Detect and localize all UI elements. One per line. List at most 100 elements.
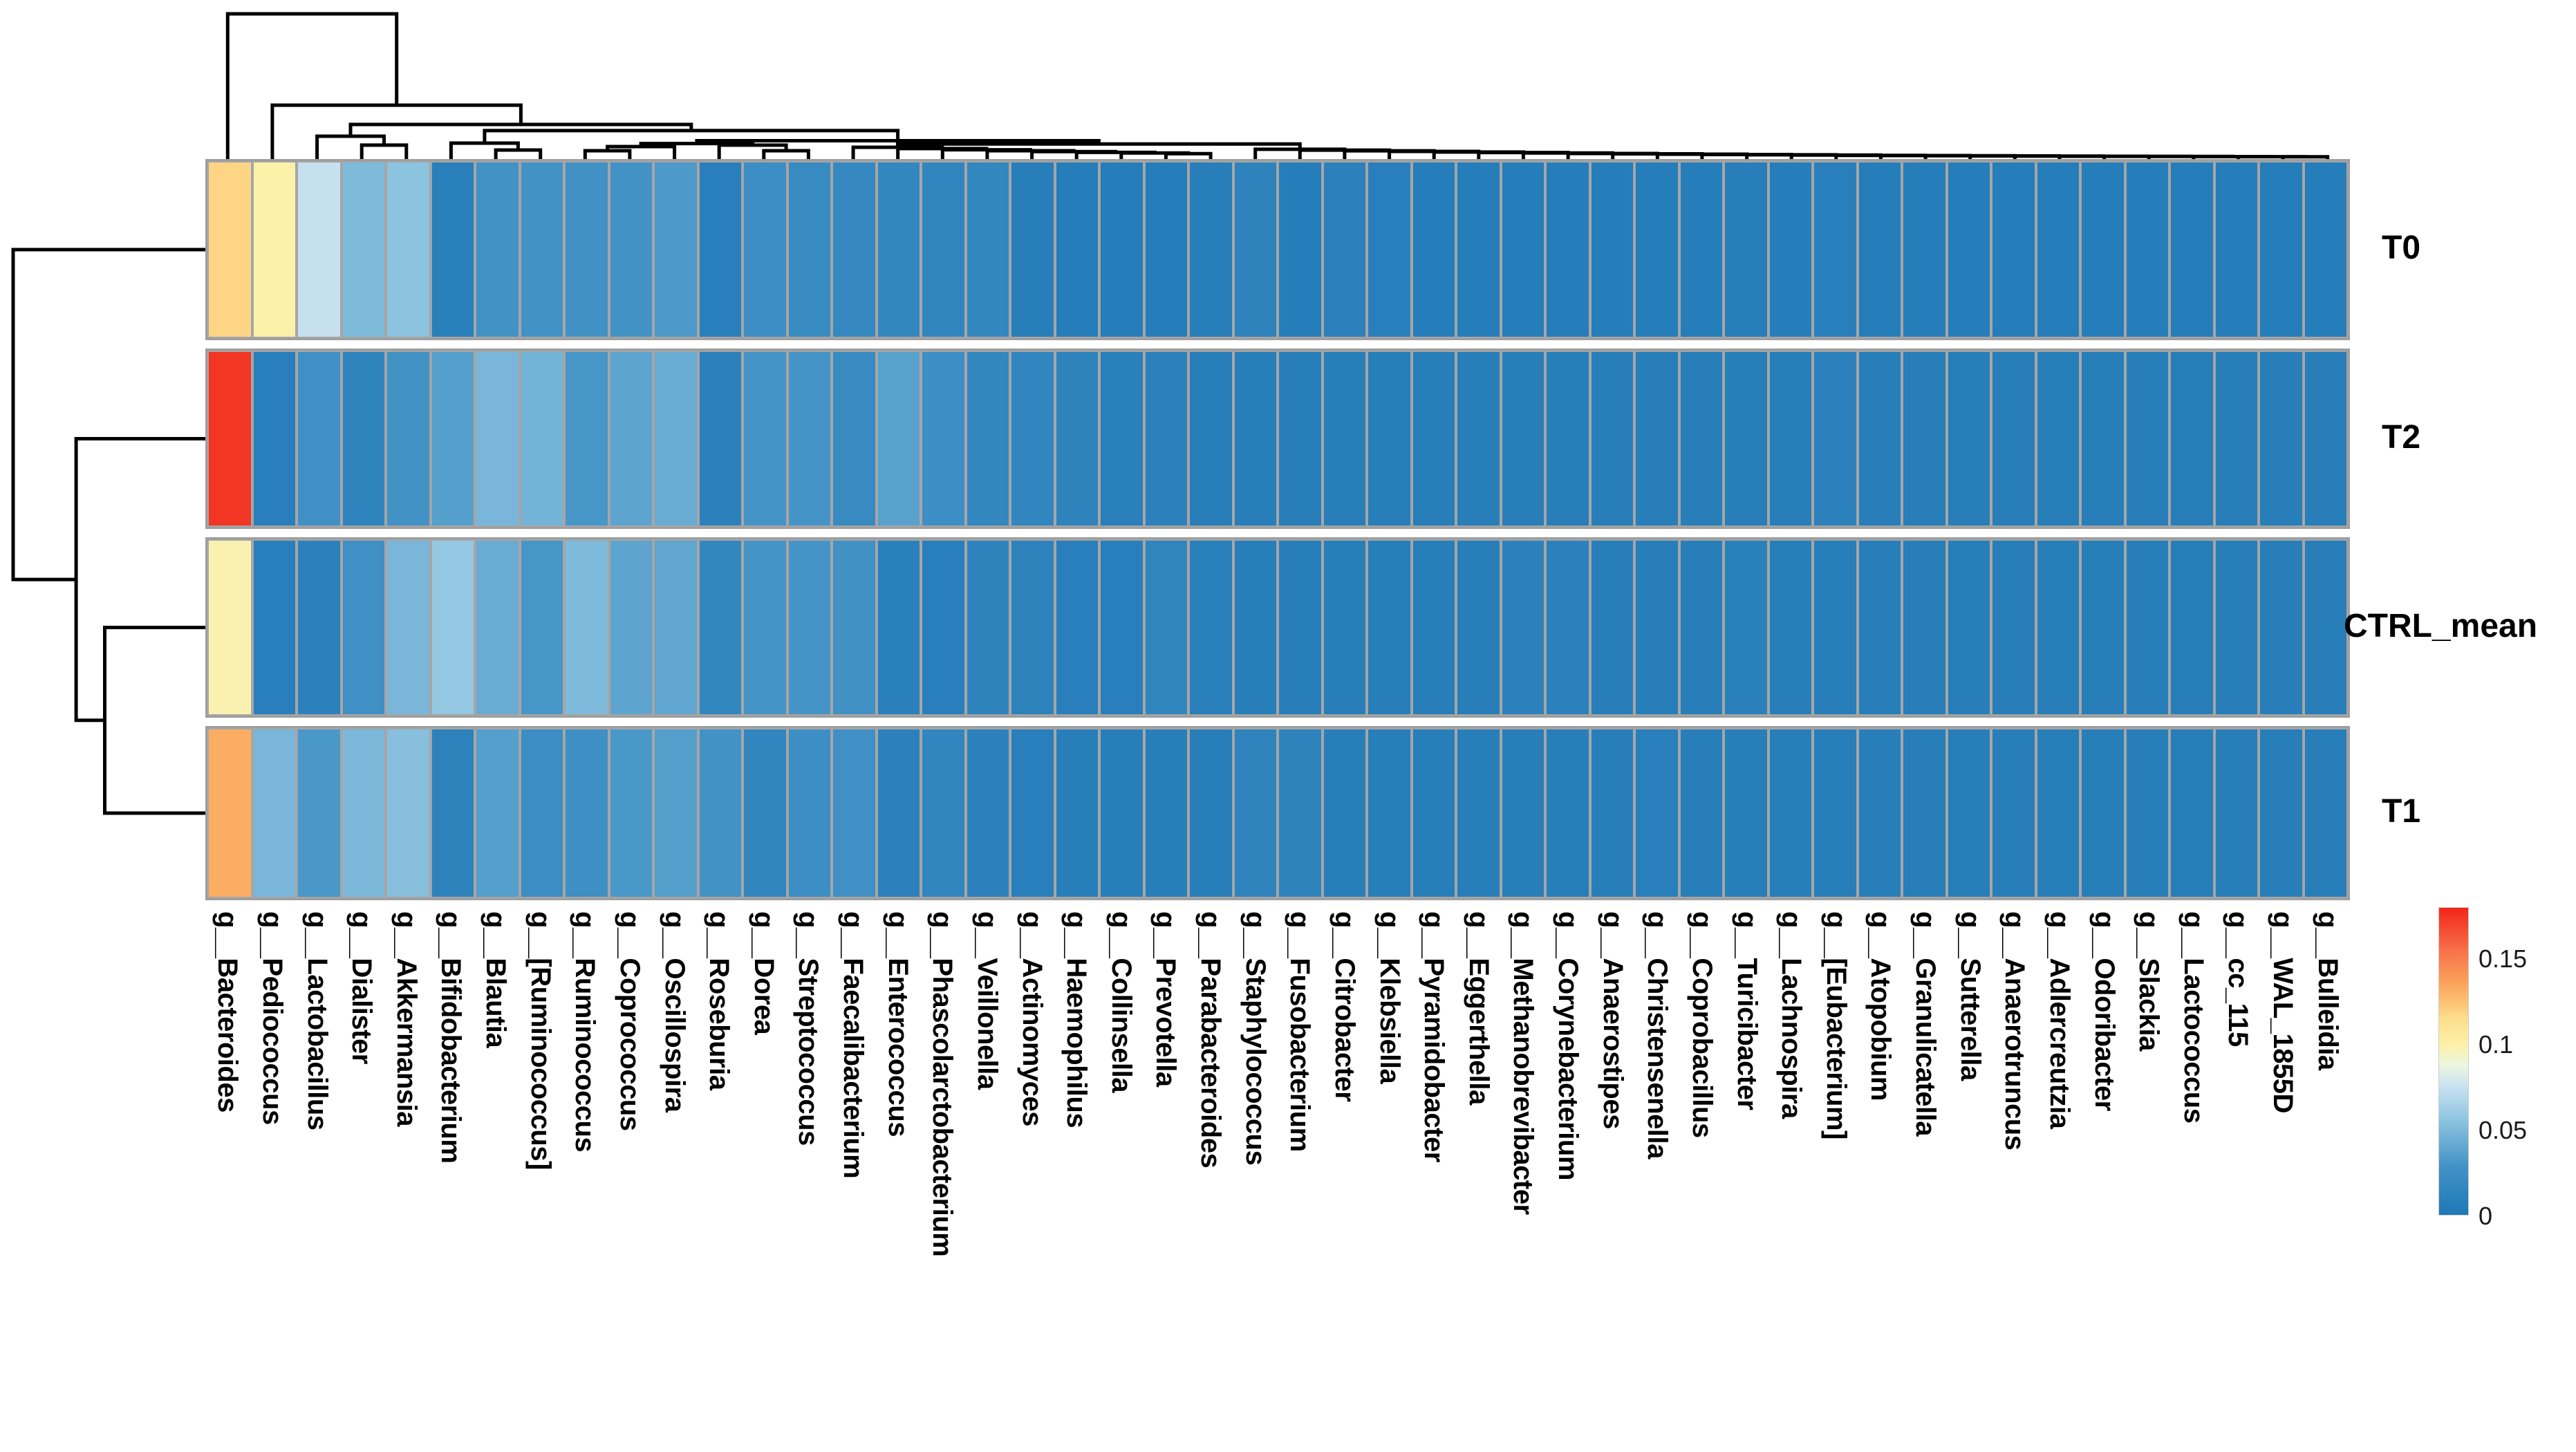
heatmap-cell (1099, 161, 1144, 338)
heatmap-cell (743, 728, 787, 898)
heatmap-cell (2125, 539, 2169, 716)
heatmap-cell (653, 539, 698, 716)
heatmap-cell (608, 539, 653, 716)
heatmap-cell (1233, 728, 1278, 898)
heatmap-cell (1322, 728, 1367, 898)
heatmap-cell (832, 161, 877, 338)
heatmap-cell (1902, 539, 1947, 716)
heatmap-cell (1456, 161, 1501, 338)
heatmap-cell (1278, 161, 1323, 338)
heatmap-cell (297, 728, 342, 898)
heatmap-cell (1545, 351, 1590, 527)
heatmap-cell (207, 351, 252, 527)
heatmap-cell (341, 351, 386, 527)
heatmap-cell (921, 539, 966, 716)
heatmap-cell (430, 728, 475, 898)
heatmap-cell (564, 351, 609, 527)
column-label: g__Collinsella (1105, 911, 1137, 1092)
heatmap-cell (1456, 539, 1501, 716)
column-label: g__Eggerthella (1463, 911, 1494, 1105)
heatmap-cell (2169, 728, 2214, 898)
heatmap-cell (1054, 539, 1099, 716)
heatmap-cell (2169, 539, 2214, 716)
column-label: g__Christensenella (1642, 911, 1673, 1159)
heatmap-cell (1278, 728, 1323, 898)
heatmap-cell (1322, 161, 1367, 338)
heatmap-cell (1813, 351, 1858, 527)
heatmap-cell (2214, 161, 2259, 338)
column-label: g__Bifidobacterium (436, 911, 467, 1164)
column-label: g__Pyramidobacter (1419, 911, 1450, 1162)
heatmap-cell (921, 161, 966, 338)
heatmap-cell (2080, 351, 2125, 527)
column-label: g__Adlercreutzia (2044, 911, 2075, 1129)
heatmap-cell (1545, 161, 1590, 338)
heatmap-cell (876, 728, 921, 898)
heatmap-cell (386, 161, 431, 338)
column-label: g__[Eubacterium] (1820, 911, 1851, 1139)
column-label: g__Granulicatella (1910, 911, 1941, 1136)
heatmap-cell (519, 351, 564, 527)
heatmap-cell (2035, 539, 2080, 716)
colorbar (2438, 907, 2469, 1216)
heatmap-cell (1278, 351, 1323, 527)
heatmap-cell (921, 351, 966, 527)
heatmap-cell (2259, 728, 2304, 898)
heatmap-cell (1099, 539, 1144, 716)
heatmap-cell (2259, 539, 2304, 716)
column-label: g__Enterococcus (882, 911, 913, 1137)
heatmap-cell (430, 539, 475, 716)
heatmap-cell (1010, 539, 1055, 716)
heatmap-cell (1367, 161, 1412, 338)
column-label: g__Methanobrevibacter (1508, 911, 1539, 1215)
column-label: g__Haemophilus (1061, 911, 1092, 1128)
heatmap-cell (1946, 161, 1991, 338)
heatmap-cell (2035, 161, 2080, 338)
column-label: g__Blautia (480, 911, 512, 1048)
heatmap-cell (386, 351, 431, 527)
heatmap-cell (1679, 728, 1724, 898)
heatmap-cell (1545, 539, 1590, 716)
column-label: g__Atopobium (1865, 911, 1896, 1101)
heatmap-cell (1946, 539, 1991, 716)
heatmap-cell (207, 539, 252, 716)
heatmap-cell (1768, 161, 1813, 338)
heatmap-cell (653, 161, 698, 338)
heatmap-cell (297, 539, 342, 716)
heatmap-cell (698, 161, 743, 338)
heatmap-cell (519, 728, 564, 898)
heatmap-cell (965, 351, 1010, 527)
column-label: g__Faecalibacterium (838, 911, 869, 1179)
heatmap-cell (1278, 539, 1323, 716)
heatmap-cell (1634, 161, 1679, 338)
heatmap-cell (1054, 351, 1099, 527)
heatmap-row (205, 726, 2350, 900)
heatmap-cell (2080, 728, 2125, 898)
heatmap-cell (1991, 539, 2036, 716)
column-label: g__Odoribacter (2089, 911, 2120, 1111)
heatmap-cell (1500, 539, 1545, 716)
heatmap-cell (1813, 539, 1858, 716)
heatmap-cell (1679, 539, 1724, 716)
heatmap-cell (876, 539, 921, 716)
heatmap-cell (2035, 728, 2080, 898)
heatmap-cell (2080, 161, 2125, 338)
heatmap-cell (1500, 728, 1545, 898)
heatmap-cell (1144, 539, 1188, 716)
heatmap-cell (1724, 161, 1768, 338)
heatmap-cell (1322, 351, 1367, 527)
heatmap-cell (921, 728, 966, 898)
heatmap-cell (743, 161, 787, 338)
row-label: CTRL_mean (2344, 607, 2538, 644)
heatmap-cell (252, 351, 297, 527)
heatmap-cell (608, 161, 653, 338)
column-label: g__Anaerotruncus (1999, 911, 2031, 1151)
heatmap-cell (1902, 161, 1947, 338)
heatmap-cell (386, 539, 431, 716)
heatmap-cell (1054, 161, 1099, 338)
heatmap-cell (2214, 539, 2259, 716)
column-label: g__Oscillospira (659, 911, 690, 1113)
heatmap-cell (787, 728, 832, 898)
heatmap-cell (1233, 161, 1278, 338)
column-label: g__Ruminococcus (570, 911, 601, 1153)
